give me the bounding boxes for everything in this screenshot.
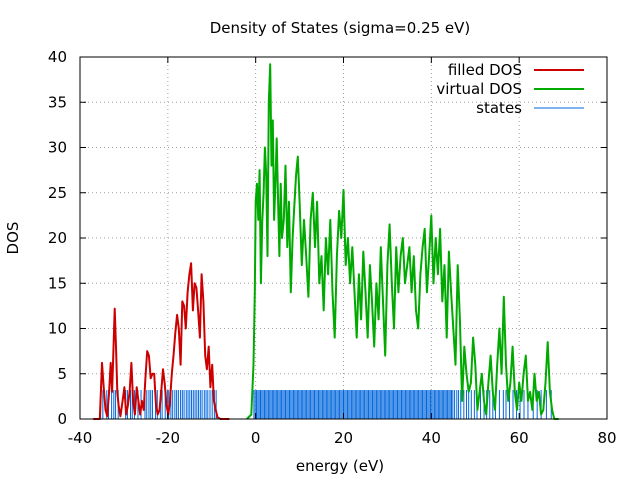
y-tick-label: 35 <box>48 93 67 111</box>
y-tick-label: 40 <box>48 48 67 66</box>
y-axis-title: DOS <box>4 222 22 255</box>
chart-title: Density of States (sigma=0.25 eV) <box>210 19 471 37</box>
x-tick-label: 20 <box>334 429 353 447</box>
filled-DOS-line <box>93 262 230 420</box>
legend-label: filled DOS <box>448 61 522 79</box>
y-tick-label: 25 <box>48 184 67 202</box>
x-tick-label: -40 <box>68 429 93 447</box>
axis-ticks: -40 -20 0 20 40 60 80 0 5 10 15 20 25 30 35 40 <box>48 48 617 447</box>
states-impulses <box>100 390 552 419</box>
y-tick-label: 0 <box>57 410 67 428</box>
y-tick-label: 20 <box>48 229 67 247</box>
legend-label: states <box>476 99 522 117</box>
y-tick-label: 5 <box>57 365 67 383</box>
legend-label: virtual DOS <box>436 80 522 98</box>
grid-lines <box>80 57 607 419</box>
x-tick-label: -20 <box>156 429 181 447</box>
x-tick-label: 80 <box>597 429 616 447</box>
y-tick-label: 10 <box>48 320 67 338</box>
x-axis-title: energy (eV) <box>296 457 384 475</box>
dos-series <box>93 63 559 420</box>
x-tick-label: 40 <box>422 429 441 447</box>
y-tick-label: 15 <box>48 274 67 292</box>
x-tick-label: 0 <box>251 429 261 447</box>
y-tick-label: 30 <box>48 139 67 157</box>
x-tick-label: 60 <box>510 429 529 447</box>
virtual-DOS-line <box>246 63 559 420</box>
